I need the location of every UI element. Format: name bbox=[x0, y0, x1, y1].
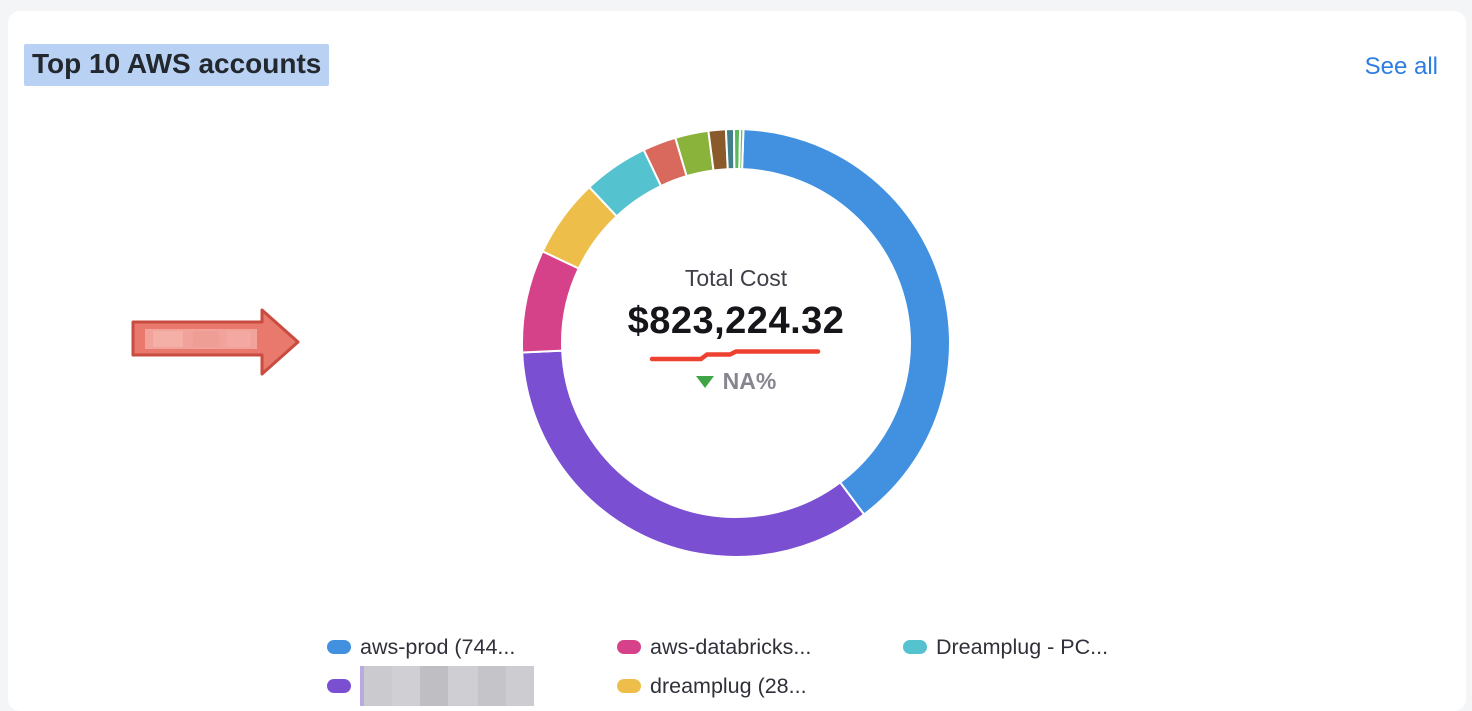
page: { "page": { "background": "#f4f5f7", "ca… bbox=[8, 11, 1466, 711]
donut-segment-10[interactable] bbox=[738, 128, 745, 171]
donut-chart bbox=[521, 128, 951, 558]
delta-row: NA% bbox=[695, 368, 777, 395]
annotation-arrow bbox=[131, 308, 300, 376]
triangle-down-icon bbox=[695, 375, 714, 388]
delta-percent: NA% bbox=[722, 368, 777, 394]
redaction-scribble-line bbox=[649, 349, 821, 362]
chart-card: Top 10 AWS accounts See all Total Cost $… bbox=[8, 11, 1466, 711]
legend-item-0[interactable]: aws-prod (744... bbox=[327, 633, 515, 661]
legend-item-3[interactable]: dreamplug (28... bbox=[617, 672, 807, 700]
legend-label: dreamplug (28... bbox=[650, 673, 807, 698]
legend-label-redacted bbox=[360, 666, 534, 706]
see-all-link[interactable]: See all bbox=[1364, 53, 1438, 80]
legend-dot-icon bbox=[617, 679, 641, 693]
legend-label: Dreamplug - PC... bbox=[936, 634, 1109, 659]
legend-dot-icon bbox=[617, 640, 641, 654]
legend-dot-icon bbox=[903, 640, 927, 654]
annotation-arrow-redaction bbox=[145, 329, 257, 349]
legend-label: aws-prod (744... bbox=[360, 634, 516, 659]
legend-item-1[interactable] bbox=[327, 666, 534, 706]
page-title: Top 10 AWS accounts bbox=[24, 44, 330, 87]
total-cost-value: $823,224.32 bbox=[627, 300, 845, 342]
legend-dot-icon bbox=[327, 679, 351, 693]
total-cost-label: Total Cost bbox=[684, 265, 788, 291]
donut-segment-2[interactable] bbox=[521, 250, 581, 354]
legend-item-4[interactable]: Dreamplug - PC... bbox=[903, 633, 1108, 661]
legend-label: aws-databricks... bbox=[650, 634, 812, 659]
legend-item-2[interactable]: aws-databricks... bbox=[617, 633, 811, 661]
redaction-scribble bbox=[649, 349, 821, 362]
donut-center: Total Cost $823,224.32 NA% bbox=[576, 265, 896, 395]
legend-dot-icon bbox=[327, 640, 351, 654]
card-header: Top 10 AWS accounts bbox=[24, 44, 330, 87]
